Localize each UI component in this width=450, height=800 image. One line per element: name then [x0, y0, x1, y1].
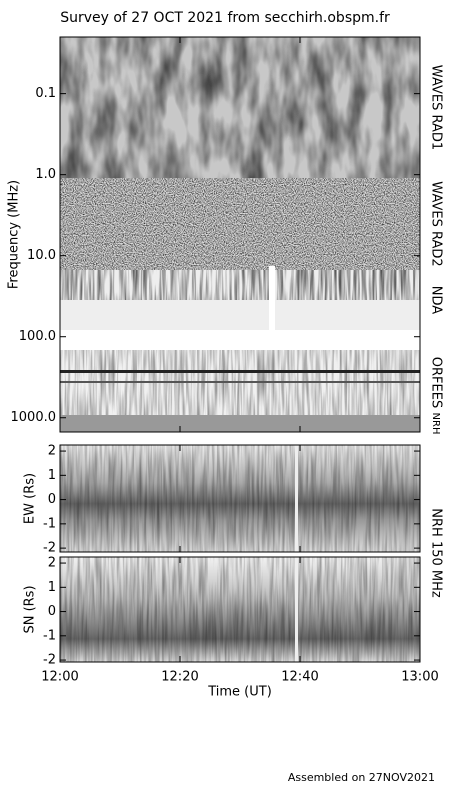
sn-texture [60, 557, 420, 662]
y-axis-label: SN (Rs) [23, 585, 38, 633]
instrument-label: NRH [430, 413, 441, 435]
instrument-label: NDA [429, 286, 444, 315]
y-tick-label: 2 [48, 556, 56, 571]
spectra [60, 37, 420, 662]
nda-texture [60, 270, 420, 300]
orfees-line [60, 370, 420, 373]
sn-streak [295, 557, 298, 662]
ew-texture [60, 445, 420, 552]
y-axis-label: EW (Rs) [23, 473, 38, 524]
ew-streak [295, 445, 298, 552]
nrh-spectrum [60, 415, 420, 432]
y-tick-label: 10.0 [27, 248, 56, 263]
instrument-label: NRH 150 MHz [429, 508, 444, 598]
y-tick-label: 0.1 [35, 86, 56, 101]
x-tick-label: 12:20 [161, 670, 198, 685]
y-tick-label: -2 [43, 653, 56, 668]
orfees-line [60, 381, 420, 383]
instrument-label: WAVES RAD1 [429, 65, 444, 150]
y-tick-label: -1 [43, 628, 56, 643]
y-tick-label: 0 [48, 492, 56, 507]
rad1-texture [60, 37, 420, 178]
plot-frame [59, 36, 421, 433]
y-tick-label: 0 [48, 604, 56, 619]
x-axis-label: Time (UT) [207, 685, 272, 700]
y-axis-label: Frequency (MHz) [7, 180, 22, 289]
x-tick-label: 12:40 [281, 670, 318, 685]
plot-frame [59, 444, 421, 553]
y-tick-label: 1.0 [35, 167, 56, 182]
instrument-label: ORFEES [429, 357, 444, 408]
footer: Assembled on 27NOV2021 [288, 771, 435, 784]
y-tick-label: 2 [48, 444, 56, 459]
rad2-texture [60, 178, 420, 270]
x-tick-label: 13:00 [401, 670, 438, 685]
y-tick-label: -1 [43, 516, 56, 531]
y-tick-label: -2 [43, 541, 56, 556]
y-tick-label: 100.0 [19, 329, 56, 344]
instrument-label: WAVES RAD2 [429, 181, 444, 266]
y-tick-label: 1 [48, 580, 56, 595]
nda-gap [269, 266, 275, 330]
x-tick-label: 12:00 [41, 670, 78, 685]
chart-title: Survey of 27 OCT 2021 from secchirh.obsp… [60, 10, 390, 26]
plot-frame [59, 556, 421, 663]
y-tick-label: 1 [48, 468, 56, 483]
y-tick-label: 1000.0 [11, 410, 57, 425]
